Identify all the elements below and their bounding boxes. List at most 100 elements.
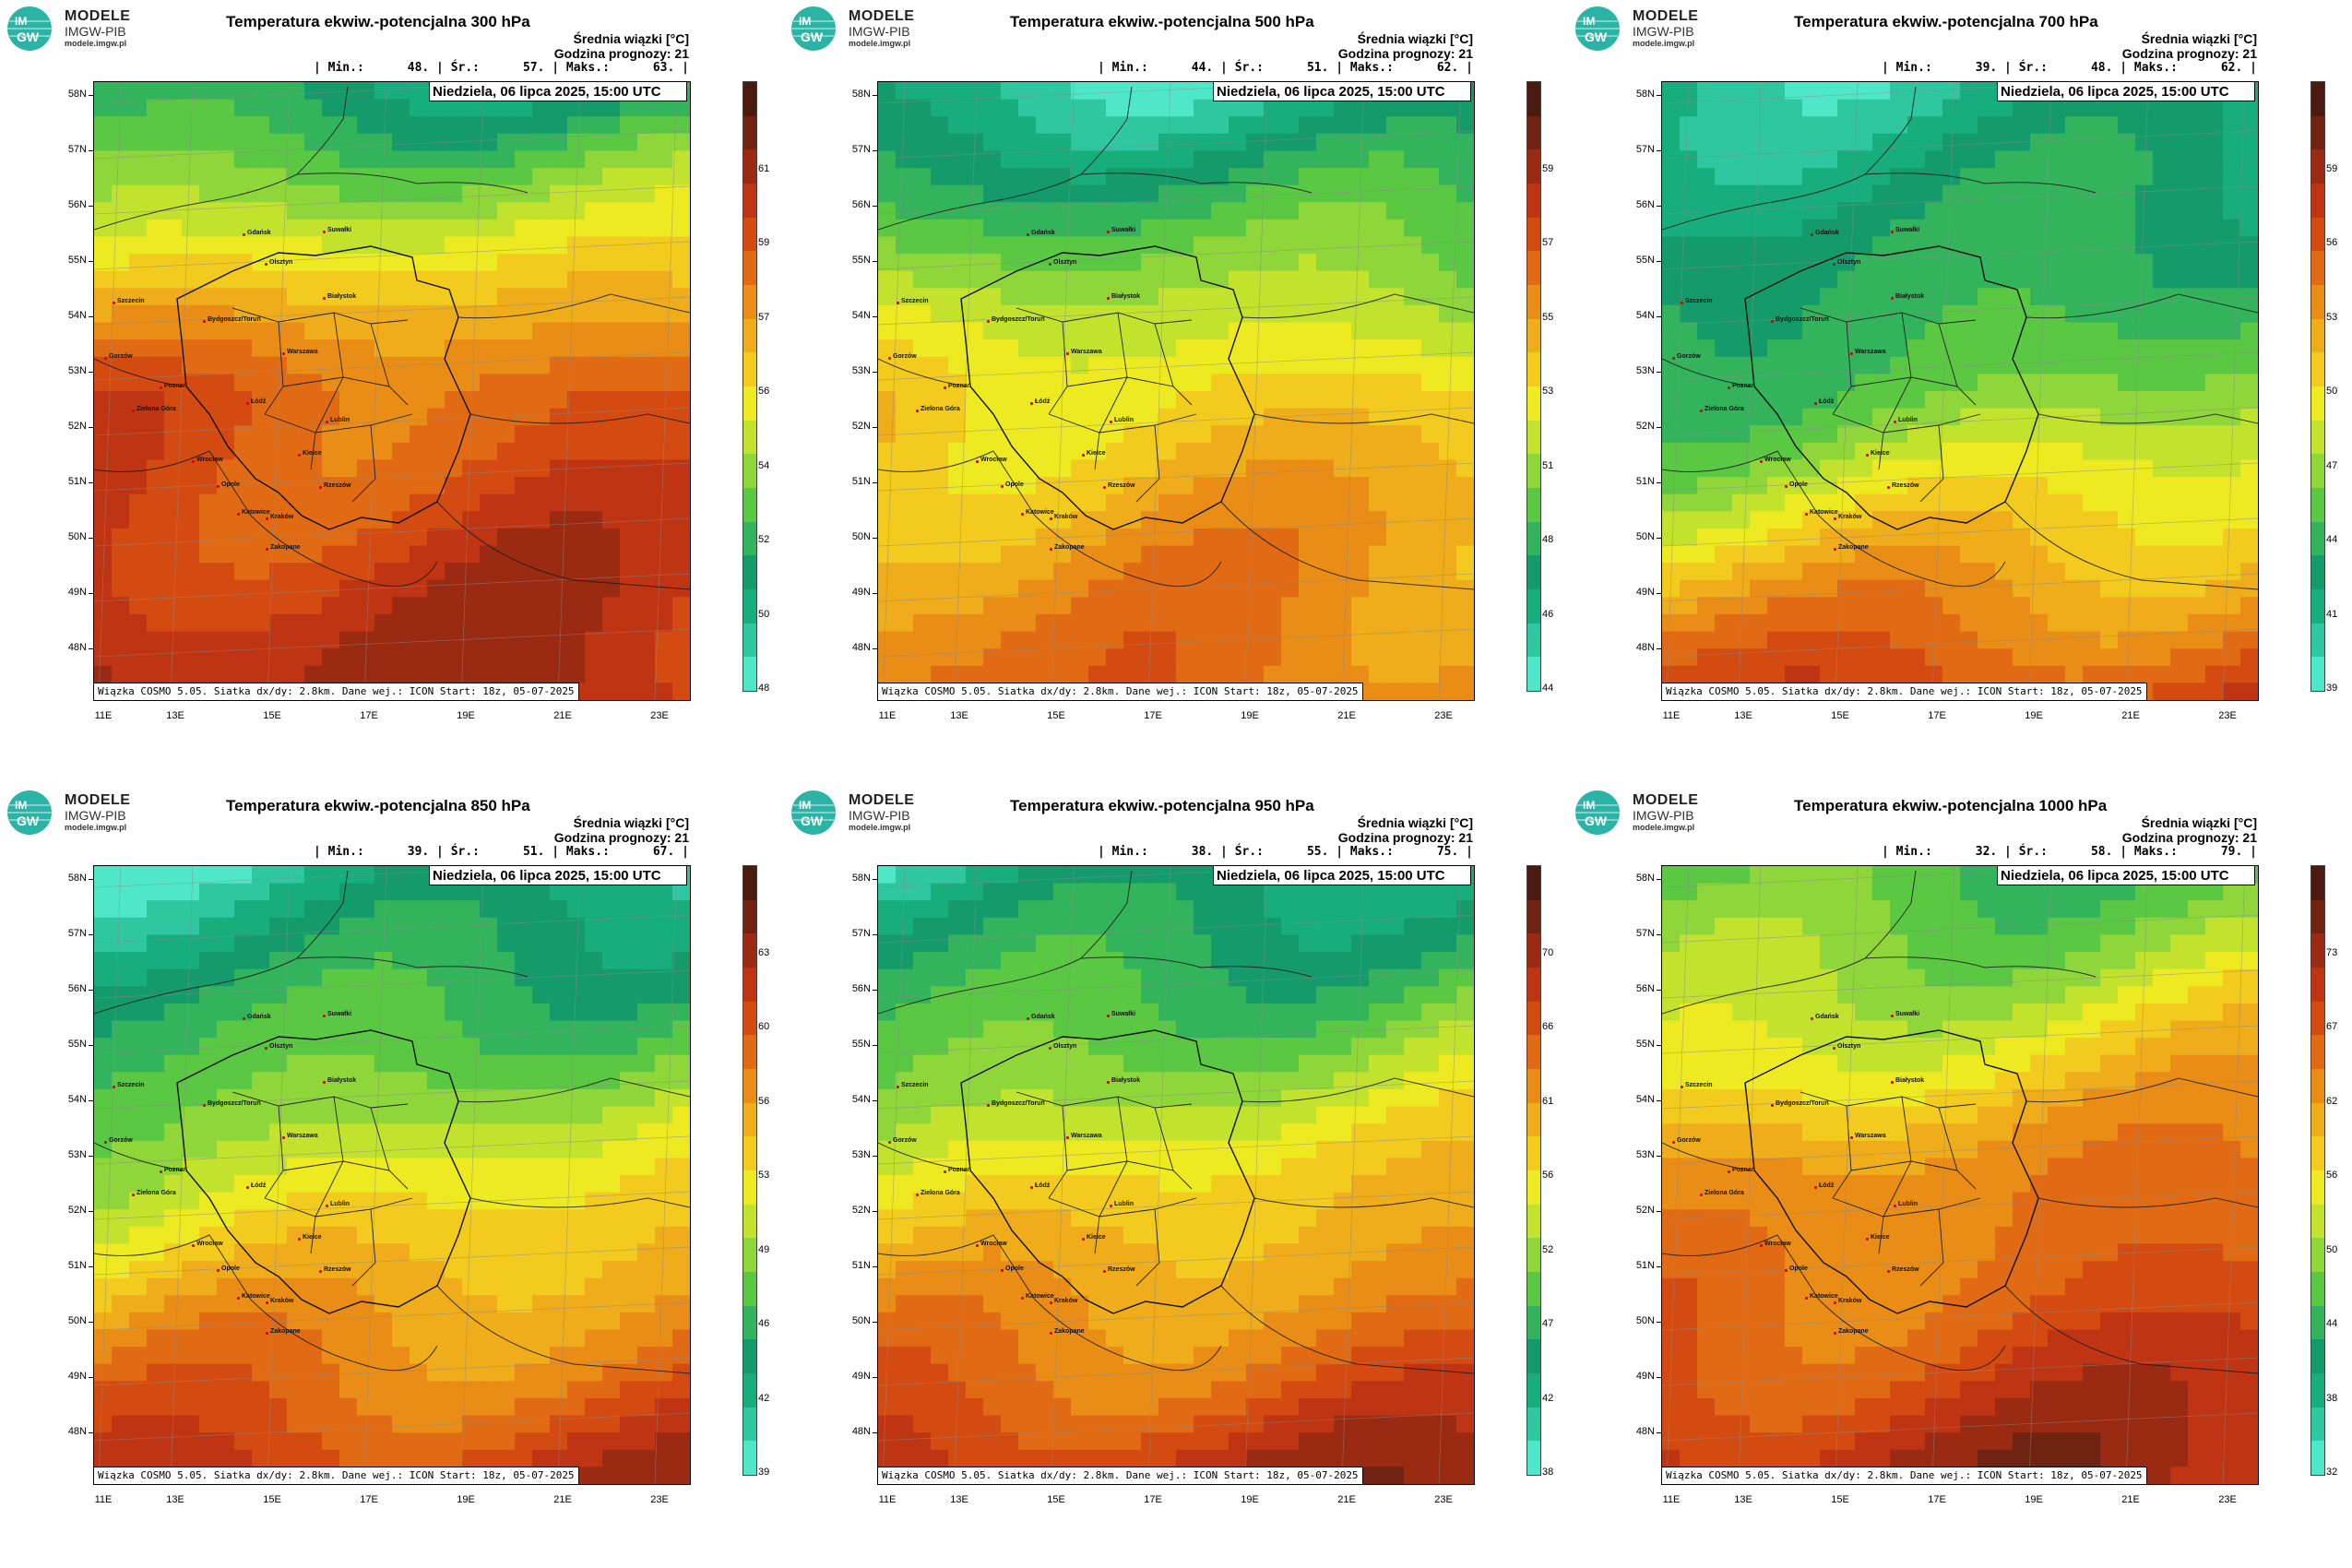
lat-label: 50N bbox=[57, 1315, 94, 1326]
header-stats: | Min.: 39. | Śr.: 48. | Maks.: 62. | bbox=[1882, 61, 2257, 75]
city-label: Bydgoszcz/Toruń bbox=[1771, 1100, 1829, 1107]
lon-label: 17E bbox=[1144, 710, 1162, 721]
lat-label: 51N bbox=[1625, 1260, 1662, 1271]
lat-label: 55N bbox=[841, 255, 878, 266]
model-info: Wiązka COSMO 5.05. Siatka dx/dy: 2.8km. … bbox=[877, 1467, 1363, 1485]
city-label: Zielona Góra bbox=[132, 406, 176, 412]
lat-label: 50N bbox=[1625, 531, 1662, 542]
colorbar-tick: 54 bbox=[758, 460, 770, 471]
lat-label: 53N bbox=[57, 1149, 94, 1160]
city-label: Zakopane bbox=[1834, 1328, 1869, 1335]
city-label: Wrocław bbox=[976, 1241, 1007, 1247]
city-label: Wrocław bbox=[192, 457, 223, 463]
temperature-field bbox=[878, 82, 1474, 700]
lon-label: 11E bbox=[1662, 1494, 1681, 1505]
header-ensemble-mean: Średnia wiązki [°C] bbox=[2141, 815, 2257, 830]
city-label: Olsztyn bbox=[1832, 1043, 1861, 1050]
lat-label: 56N bbox=[841, 983, 878, 994]
logo-lettering: IM bbox=[15, 15, 27, 28]
city-label: Szczecin bbox=[1681, 298, 1713, 304]
lat-label: 52N bbox=[57, 421, 94, 432]
city-label: Warszawa bbox=[1066, 1133, 1102, 1139]
lon-label: 17E bbox=[360, 710, 378, 721]
city-label: Gorzów bbox=[104, 353, 133, 360]
lat-label: 49N bbox=[1625, 1371, 1662, 1382]
city-label: Bydgoszcz/Toruń bbox=[203, 316, 261, 323]
lat-label: 52N bbox=[1625, 421, 1662, 432]
lon-label: 21E bbox=[2121, 1494, 2140, 1505]
lat-label: 58N bbox=[841, 89, 878, 100]
lat-label: 58N bbox=[1625, 89, 1662, 100]
brand-line2: IMGW-PIB bbox=[65, 24, 126, 39]
lat-label: 53N bbox=[841, 365, 878, 376]
panel-title: Temperatura ekwiw.-potencjalna 850 hPa bbox=[226, 797, 530, 814]
colorbar bbox=[2310, 81, 2325, 692]
city-label: Katowice bbox=[1021, 509, 1054, 516]
brand-url: modele.imgw.pl bbox=[849, 39, 911, 48]
colorbar-tick: 61 bbox=[758, 163, 770, 174]
lat-label: 57N bbox=[1625, 928, 1662, 939]
city-label: Suwałki bbox=[1106, 1011, 1136, 1017]
city-label: Suwałki bbox=[1890, 227, 1920, 233]
header-forecast-hour: Godzina prognozy: 21 bbox=[1337, 46, 1473, 61]
colorbar-tick: 53 bbox=[1542, 386, 1554, 397]
colorbar bbox=[1526, 865, 1541, 1476]
lon-label: 15E bbox=[263, 1494, 281, 1505]
header-stats: | Min.: 44. | Śr.: 51. | Maks.: 62. | bbox=[1098, 61, 1473, 75]
city-label: Lublin bbox=[1110, 417, 1134, 423]
lat-label: 51N bbox=[57, 476, 94, 487]
brand-line1: MODELE bbox=[849, 792, 915, 808]
city-label: Olsztyn bbox=[264, 1043, 293, 1050]
colorbar-tick: 62 bbox=[2326, 1096, 2338, 1107]
header-forecast-hour: Godzina prognozy: 21 bbox=[553, 830, 689, 845]
city-label: Zielona Góra bbox=[916, 1190, 960, 1196]
city-label: Kielce bbox=[1082, 1234, 1106, 1241]
city-label: Wrocław bbox=[1760, 1241, 1791, 1247]
colorbar-tick: 67 bbox=[2326, 1021, 2338, 1032]
lon-label: 19E bbox=[1241, 1494, 1259, 1505]
temperature-field bbox=[878, 866, 1474, 1484]
city-label: Kielce bbox=[1082, 450, 1106, 457]
brand-line2: IMGW-PIB bbox=[849, 808, 910, 823]
city-label: Rzeszów bbox=[1103, 482, 1135, 489]
colorbar-tick: 38 bbox=[1542, 1467, 1554, 1478]
city-label: Lublin bbox=[1894, 1201, 1918, 1207]
city-label: Białystok bbox=[322, 1077, 357, 1084]
city-label: Szczecin bbox=[897, 1082, 929, 1088]
lon-label: 21E bbox=[553, 1494, 572, 1505]
lat-label: 56N bbox=[57, 983, 94, 994]
brand-url: modele.imgw.pl bbox=[1633, 823, 1695, 832]
panel-title: Temperatura ekwiw.-potencjalna 300 hPa bbox=[226, 13, 530, 30]
header-ensemble-mean: Średnia wiązki [°C] bbox=[1357, 31, 1473, 46]
city-label: Kielce bbox=[1866, 450, 1890, 457]
city-label: Katowice bbox=[1021, 1293, 1054, 1300]
lon-label: 17E bbox=[1144, 1494, 1162, 1505]
imgw-logo: IM GW MODELE IMGW-PIB modele.imgw.pl bbox=[788, 789, 926, 837]
lon-label: 13E bbox=[166, 1494, 184, 1505]
model-info: Wiązka COSMO 5.05. Siatka dx/dy: 2.8km. … bbox=[93, 683, 579, 701]
lat-label: 53N bbox=[1625, 365, 1662, 376]
map-panel: IM GW MODELE IMGW-PIB modele.imgw.pl Tem… bbox=[784, 784, 1568, 1568]
header-stats: | Min.: 39. | Śr.: 51. | Maks.: 67. | bbox=[314, 845, 689, 859]
header-forecast-hour: Godzina prognozy: 21 bbox=[553, 46, 689, 61]
lon-label: 21E bbox=[1337, 710, 1356, 721]
lat-label: 55N bbox=[57, 1039, 94, 1050]
lon-label: 19E bbox=[1241, 710, 1259, 721]
city-label: Zakopane bbox=[1050, 544, 1085, 551]
lat-label: 56N bbox=[841, 199, 878, 210]
panel-title: Temperatura ekwiw.-potencjalna 500 hPa bbox=[1010, 13, 1314, 30]
header-ensemble-mean: Średnia wiązki [°C] bbox=[573, 815, 689, 830]
colorbar bbox=[2310, 865, 2325, 1476]
lat-label: 55N bbox=[1625, 255, 1662, 266]
colorbar-tick: 42 bbox=[1542, 1393, 1554, 1404]
lon-label: 13E bbox=[1734, 710, 1752, 721]
lon-label: 17E bbox=[1928, 710, 1946, 721]
city-label: Gdańsk bbox=[243, 1014, 271, 1020]
city-label: Katowice bbox=[1805, 509, 1838, 516]
colorbar-tick: 32 bbox=[2326, 1467, 2338, 1478]
city-label: Poznań bbox=[160, 383, 187, 389]
colorbar-tick: 51 bbox=[1542, 460, 1554, 471]
valid-date: Niedziela, 06 lipca 2025, 15:00 UTC bbox=[1213, 865, 1471, 885]
city-label: Szczecin bbox=[1681, 1082, 1713, 1088]
lat-label: 50N bbox=[841, 1315, 878, 1326]
